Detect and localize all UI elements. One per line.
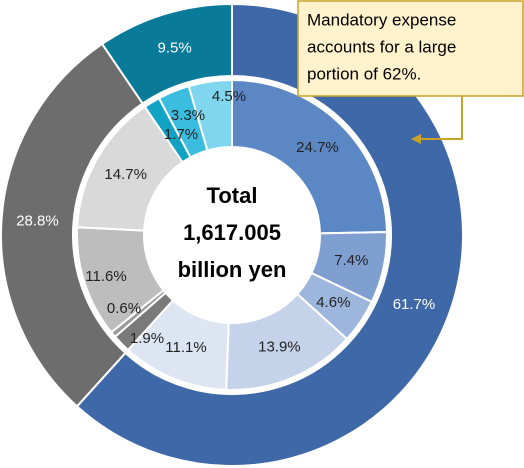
- data-label: 11.6%: [85, 268, 126, 285]
- donut-segment: [100, 2, 233, 105]
- callout-text: Mandatory expense: [307, 10, 456, 29]
- data-label: 7.4%: [334, 252, 368, 269]
- center-text: Total: [207, 183, 258, 208]
- donut-segment: [75, 2, 464, 467]
- data-label: 24.7%: [296, 139, 339, 156]
- callout-text: accounts for a large: [307, 37, 456, 56]
- data-label: 3.3%: [171, 107, 205, 124]
- data-label: 1.7%: [164, 126, 198, 143]
- center-text: billion yen: [178, 257, 287, 282]
- center-text: 1,617.005: [183, 220, 281, 245]
- data-label: 13.9%: [258, 338, 301, 355]
- data-label: 4.5%: [212, 88, 246, 105]
- donut-segment: [187, 78, 233, 152]
- callout-arrow: [411, 134, 421, 144]
- donut-segment: [0, 42, 145, 408]
- data-label: 1.9%: [130, 330, 164, 347]
- data-label: 9.5%: [158, 40, 192, 57]
- callout-box: [297, 0, 524, 97]
- data-label: 14.7%: [104, 166, 147, 183]
- callout-text: portion of 62%.: [307, 64, 421, 83]
- data-label: 0.6%: [107, 300, 141, 317]
- data-label: 28.8%: [16, 213, 59, 230]
- data-label: 61.7%: [393, 296, 436, 313]
- donut: [0, 2, 464, 467]
- data-label: 11.1%: [165, 339, 206, 356]
- data-label: 4.6%: [316, 294, 350, 311]
- callout-connector: [420, 96, 463, 140]
